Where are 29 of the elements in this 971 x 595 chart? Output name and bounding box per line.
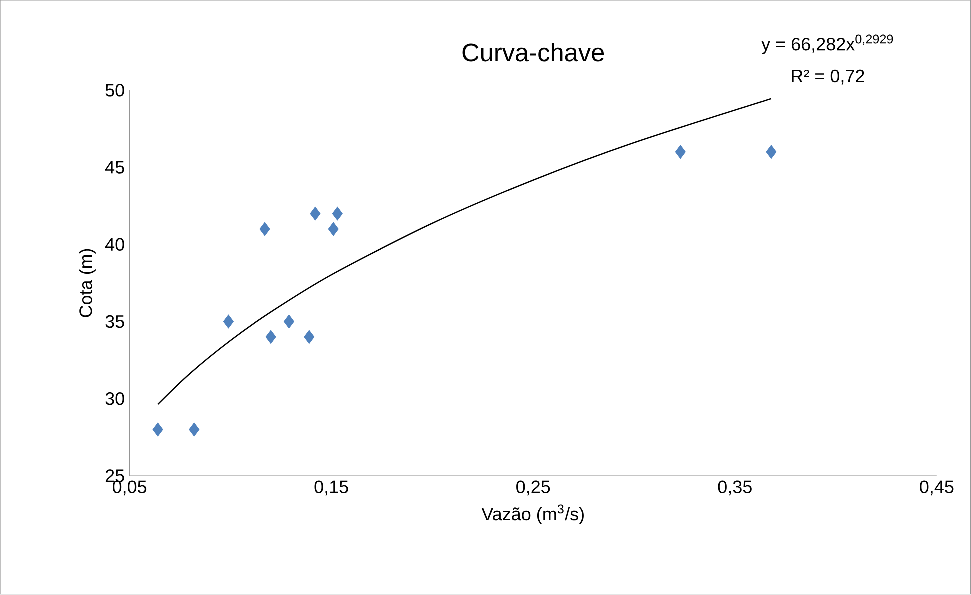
x-tick-label: 0,35 [718,480,752,496]
point [266,330,276,344]
point [675,145,686,160]
y-tick-label: 35 [106,316,124,328]
point [152,422,164,437]
point [328,222,339,236]
chart-title: Curva-chave [462,43,604,62]
point [766,145,777,160]
point [304,330,315,344]
point [332,206,343,221]
x-tick-label: 0,15 [314,480,348,496]
text: y = 66,282x$^{0,2929}$ [762,34,894,54]
y-tick-label: 25 [106,470,124,482]
x-tick-label: 0,05 [112,480,147,496]
text: R² = 0,72 [792,70,864,85]
point [189,422,200,437]
x-tick-label: 0,45 [920,480,954,496]
x-tick-label: 0,25 [516,480,550,496]
point [260,222,270,236]
y-tick-label: 45 [105,161,124,174]
y-tick-label: 50 [106,84,124,97]
y-axis-title: Cota (m) [79,249,96,318]
point [284,314,294,329]
line-series [157,98,772,406]
y-tick-label: 30 [106,392,124,406]
point [223,314,234,329]
y-tick-label: 40 [105,238,124,252]
x-axis-title: Vazão (m$^{3}$/s) [482,504,584,524]
point [310,206,321,221]
